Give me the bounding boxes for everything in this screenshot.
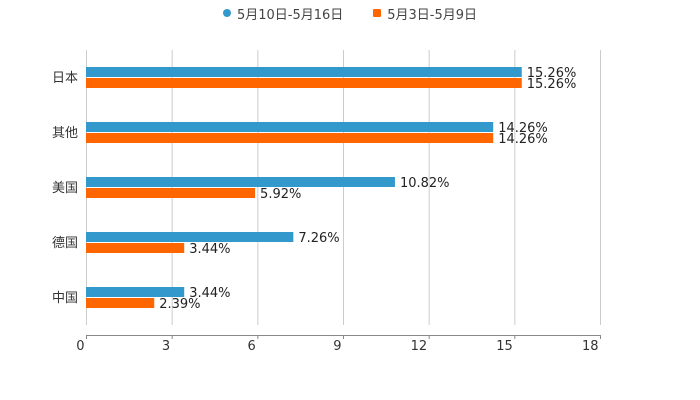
legend-item-series-1[interactable]: 5月10日-5月16日 — [222, 4, 344, 23]
chart-legend: 5月10日-5月16日 5月3日-5月9日 — [0, 4, 700, 23]
x-tick-label: 6 — [248, 339, 256, 354]
bar[interactable] — [86, 287, 185, 297]
category-label: 其他 — [52, 126, 78, 141]
data-label: 3.44% — [189, 242, 230, 257]
data-label: 10.82% — [400, 176, 450, 191]
x-tick-label: 0 — [76, 339, 84, 354]
legend-marker-square-icon — [373, 9, 382, 17]
category-label: 德国 — [52, 236, 78, 251]
data-label: 7.26% — [298, 231, 339, 246]
bar[interactable] — [86, 133, 494, 143]
data-label: 15.26% — [527, 77, 577, 92]
category-label: 中国 — [52, 291, 78, 306]
x-tick-label: 3 — [162, 339, 170, 354]
data-label: 3.44% — [189, 286, 230, 301]
x-tick-label: 12 — [411, 339, 428, 354]
x-axis: 0 3 6 9 12 15 18 — [76, 335, 601, 354]
bar[interactable] — [86, 122, 494, 132]
bar[interactable] — [86, 78, 522, 88]
bar[interactable] — [86, 298, 155, 308]
bar[interactable] — [86, 243, 185, 253]
x-tick-label: 18 — [582, 339, 599, 354]
legend-label: 5月10日-5月16日 — [236, 7, 344, 23]
bar[interactable] — [86, 232, 294, 242]
data-label: 14.26% — [498, 121, 548, 136]
data-label: 2.39% — [159, 297, 200, 312]
data-label: 15.26% — [527, 66, 577, 81]
x-tick-label: 15 — [496, 339, 513, 354]
category-label: 日本 — [52, 71, 78, 86]
legend-label: 5月3日-5月9日 — [387, 7, 478, 23]
data-label: 5.92% — [260, 187, 301, 202]
bar[interactable] — [86, 188, 256, 198]
x-tick-label: 9 — [333, 339, 341, 354]
bar[interactable] — [86, 67, 522, 77]
bar[interactable] — [86, 177, 395, 187]
category-label: 美国 — [52, 181, 78, 196]
gridlines — [86, 50, 601, 325]
data-label: 14.26% — [498, 132, 548, 147]
legend-marker-circle-icon — [222, 9, 231, 17]
legend-item-series-2[interactable]: 5月3日-5月9日 — [373, 4, 478, 23]
bars: 15.26%15.26% 14.26%14.26% 10.82% 5.92% 7.26%… — [86, 66, 576, 312]
